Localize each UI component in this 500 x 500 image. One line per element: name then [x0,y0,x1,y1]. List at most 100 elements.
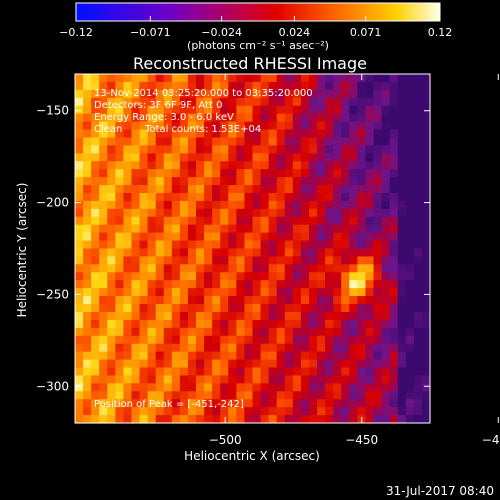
heatmap-cell [236,113,246,123]
heatmap-cell [147,129,157,139]
heatmap-cell [179,81,189,91]
heatmap-cell [155,407,165,416]
heatmap-cell [123,224,133,234]
heatmap-cell [236,121,246,131]
heatmap-cell [204,74,213,83]
heatmap-cell [196,137,205,146]
heatmap-cell [325,177,334,186]
heatmap-cell [204,113,213,123]
heatmap-cell [317,288,326,297]
heatmap-cell [236,319,246,329]
heatmap-cell [131,415,141,424]
heatmap-cell [300,97,310,107]
heatmap-cell [155,121,165,131]
heatmap-cell [260,121,270,131]
heatmap-cell [308,177,318,186]
heatmap-cell [325,391,334,400]
heatmap-cell [212,97,221,107]
heatmap-cell [357,208,367,218]
heatmap-cell [300,272,310,281]
heatmap-cell [123,288,133,297]
heatmap-cell [325,335,334,345]
heatmap-cell [171,137,181,146]
heatmap-cell [163,383,173,392]
heatmap-cell [179,192,189,202]
heatmap-cell [75,367,84,377]
heatmap-cell [204,359,213,369]
heatmap-cell [421,129,431,139]
x-axis-label: Heliocentric X (arcsec) [184,449,320,463]
heatmap-cell [163,327,173,337]
heatmap-cell [308,169,318,178]
heatmap-cell [300,169,310,178]
heatmap-cell [147,264,157,273]
colorbar-tick-label: 0.071 [350,26,382,39]
heatmap-cell [317,248,326,258]
heatmap-cell [381,415,391,424]
heatmap-cell [317,192,326,202]
heatmap-cell [212,319,221,329]
heatmap-cell [389,161,399,170]
heatmap-cell [268,280,278,289]
heatmap-cell [292,153,302,162]
heatmap-cell [107,153,116,162]
heatmap-cell [131,121,141,131]
heatmap-cell [228,383,237,392]
heatmap-cell [220,399,229,408]
heatmap-cell [276,145,286,154]
heatmap-cell [421,375,431,384]
heatmap-cell [268,89,278,99]
heatmap-cell [405,343,415,353]
heatmap-cell [260,272,270,281]
heatmap-cell [373,296,383,305]
heatmap-cell [155,383,165,392]
heatmap-cell [300,383,310,392]
heatmap-cell [75,121,84,131]
heatmap-cell [131,264,141,273]
heatmap-cell [147,311,157,321]
heatmap-cell [147,153,157,162]
heatmap-cell [300,153,310,162]
heatmap-cell [365,415,375,424]
heatmap-cell [83,208,92,218]
heatmap-cell [349,288,358,297]
heatmap-cell [413,327,423,337]
heatmap-cell [236,192,246,202]
heatmap-cell [284,296,294,305]
heatmap-cell [139,248,149,258]
heatmap-cell [252,169,262,178]
heatmap-cell [187,74,197,83]
heatmap-cell [373,240,383,250]
heatmap-cell [333,256,342,265]
heatmap-cell [333,280,342,289]
heatmap-cell [155,81,165,91]
heatmap-cell [107,375,116,384]
heatmap-cell [349,81,358,91]
heatmap-cell [341,288,350,297]
heatmap-cell [228,280,237,289]
axis-ticks: −500−450−400−150−200−250−300 [36,74,500,447]
heatmap-cell [123,81,133,91]
heatmap-cell [268,351,278,361]
heatmap-cell [204,224,213,234]
heatmap-cell [349,343,358,353]
heatmap-cell [308,240,318,250]
heatmap-cell [99,319,108,329]
heatmap-cell [228,177,237,186]
heatmap-cell [284,367,294,377]
heatmap-cell [381,407,391,416]
heatmap-cell [91,216,100,226]
heatmap-cell [421,264,431,273]
heatmap-cell [333,415,342,424]
heatmap-cell [308,137,318,146]
heatmap-cell [284,200,294,210]
heatmap-cell [244,161,254,170]
heatmap-cell [228,248,237,258]
heatmap-cell [365,335,375,345]
heatmap-cell [341,264,350,273]
heatmap-cell [349,121,358,131]
heatmap-cell [365,327,375,337]
heatmap-cell [220,81,229,91]
heatmap-cell [228,304,237,313]
heatmap-cell [389,375,399,384]
